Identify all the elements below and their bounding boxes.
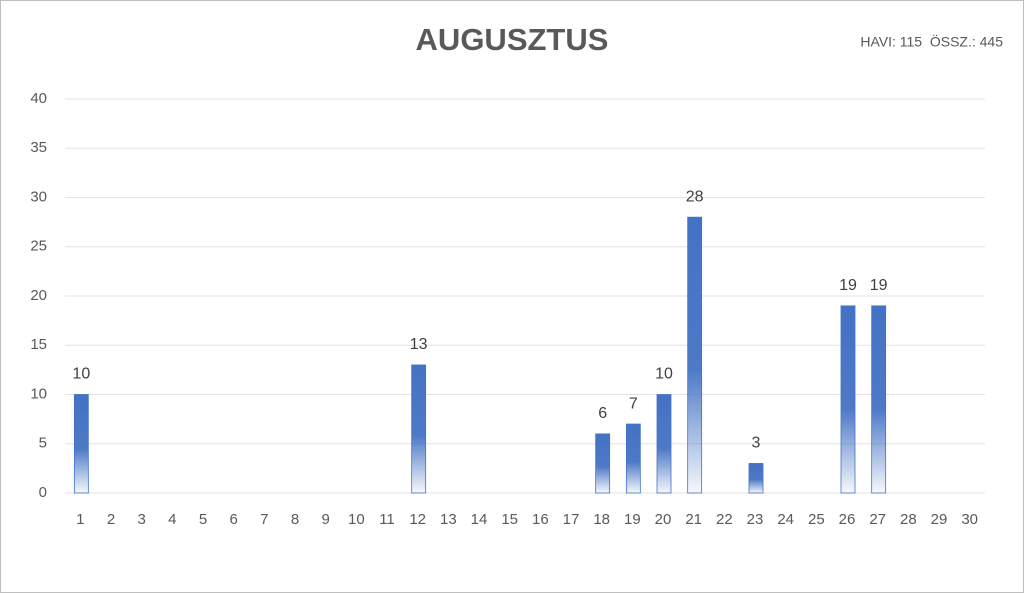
x-tick-label: 27 [869,511,886,528]
data-label: 28 [686,188,704,205]
x-tick-label: 26 [839,511,856,528]
x-tick-label: 10 [348,511,365,528]
x-tick-label: 6 [229,511,237,528]
x-tick-label: 28 [900,511,917,528]
data-label: 3 [752,435,761,452]
chart-title: AUGUSZTUS [416,22,609,57]
y-tick-label: 25 [30,238,47,255]
y-tick-label: 30 [30,188,47,205]
x-tick-label: 15 [501,511,518,528]
x-tick-label: 2 [107,511,115,528]
x-tick-label: 16 [532,511,549,528]
x-tick-label: 12 [409,511,426,528]
x-tick-label: 24 [777,511,794,528]
x-tick-label: 19 [624,511,641,528]
bar [687,216,703,494]
y-tick-label: 10 [30,385,47,402]
x-tick-label: 7 [260,511,268,528]
y-tick-label: 0 [39,484,47,501]
data-label: 19 [839,277,857,294]
y-tick-label: 15 [30,336,47,353]
x-tick-label: 21 [685,511,702,528]
bar [656,394,672,494]
bar [748,463,764,494]
x-tick-label: 1 [76,511,84,528]
bar [411,364,427,494]
x-tick-label: 8 [291,511,299,528]
data-label: 10 [72,366,90,383]
data-label: 13 [410,336,428,353]
bar [625,423,641,494]
data-label: 6 [598,405,607,422]
x-tick-label: 13 [440,511,457,528]
bar [73,394,89,494]
x-tick-label: 22 [716,511,733,528]
y-tick-label: 35 [30,139,47,156]
bar [840,305,856,494]
y-tick-label: 20 [30,287,47,304]
bar [595,433,611,494]
x-tick-label: 18 [593,511,610,528]
x-tick-label: 20 [655,511,672,528]
x-tick-label: 25 [808,511,825,528]
x-tick-label: 23 [747,511,764,528]
y-tick-label: 5 [39,435,47,452]
bar [871,305,887,494]
y-tick-label: 40 [30,90,47,107]
x-tick-label: 3 [137,511,145,528]
x-tick-label: 14 [471,511,488,528]
x-tick-label: 11 [379,511,395,528]
x-tick-label: 4 [168,511,176,528]
data-label: 19 [870,277,888,294]
x-tick-label: 5 [199,511,207,528]
x-tick-label: 17 [563,511,580,528]
chart-subtitle: HAVI: 115 ÖSSZ.: 445 [860,33,1003,50]
x-tick-label: 9 [321,511,329,528]
x-tick-label: 30 [961,511,978,528]
data-label: 7 [629,395,638,412]
data-label: 10 [655,366,673,383]
x-tick-label: 29 [931,511,948,528]
